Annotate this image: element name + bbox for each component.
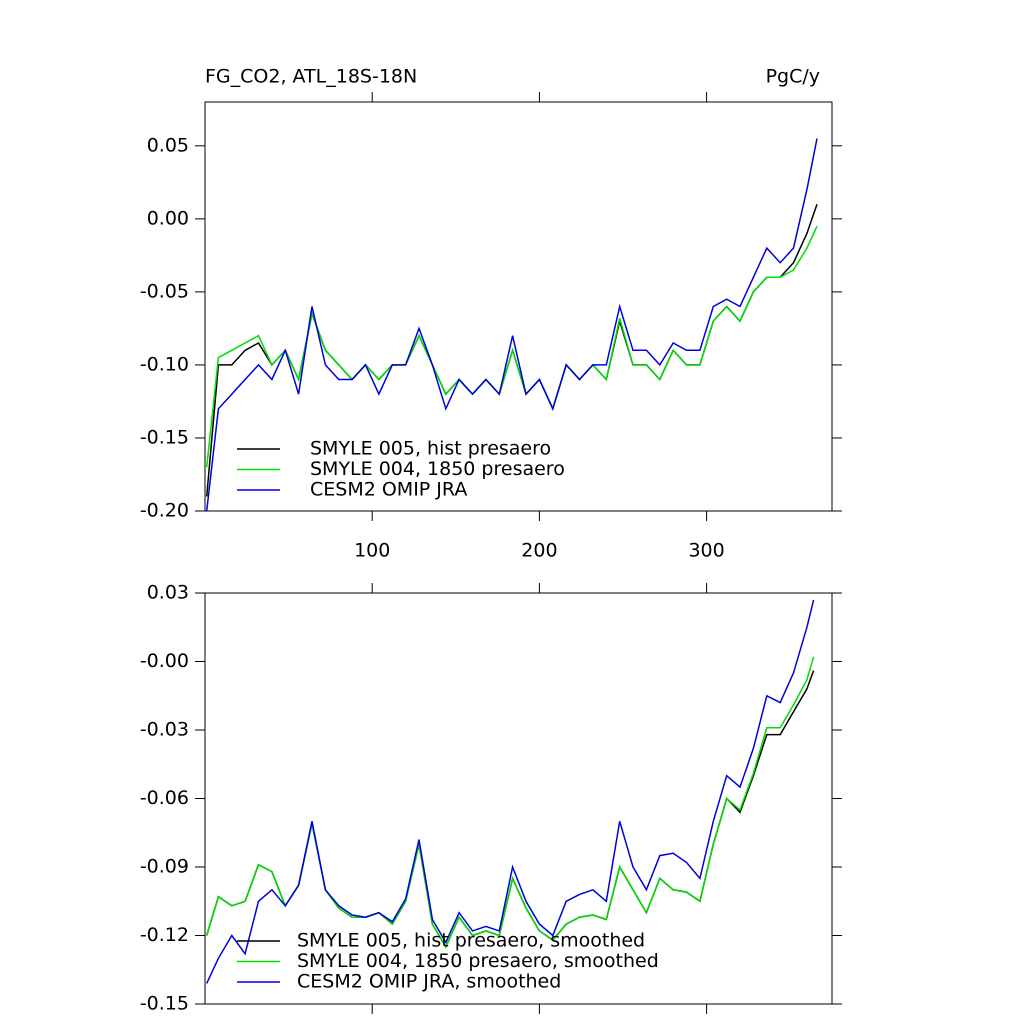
chart-title: FG_CO2, ATL_18S-18N (205, 66, 417, 88)
data-line (206, 599, 815, 984)
units-label: PgC/y (766, 66, 820, 88)
y-tick-label: 0.00 (147, 207, 189, 229)
y-tick-label: -0.00 (140, 650, 189, 672)
y-tick-label: 0.05 (147, 134, 189, 156)
y-tick-label: -0.09 (140, 856, 189, 878)
legend-label: SMYLE 005, hist presaero, smoothed (297, 930, 645, 952)
legend-label: SMYLE 004, 1850 presaero, smoothed (297, 950, 659, 972)
y-tick-label: -0.03 (140, 719, 189, 741)
x-tick-label: 100 (354, 540, 390, 562)
data-line (205, 138, 818, 512)
plot-frame (204, 101, 833, 512)
legend-label: SMYLE 005, hist presaero (310, 438, 551, 460)
y-tick-label: -0.20 (140, 500, 189, 522)
y-tick-label: -0.10 (140, 353, 189, 375)
legend-label: SMYLE 004, 1850 presaero (310, 458, 565, 480)
y-tick-label: 0.03 (147, 582, 189, 604)
y-tick-label: -0.15 (140, 426, 189, 448)
y-tick-label: -0.12 (140, 924, 189, 946)
y-tick-label: -0.15 (140, 993, 189, 1015)
y-tick-label: -0.06 (140, 787, 189, 809)
x-tick-label: 200 (521, 540, 557, 562)
y-tick-label: -0.05 (140, 280, 189, 302)
legend-label: CESM2 OMIP JRA (310, 479, 467, 501)
legend-label: CESM2 OMIP JRA, smoothed (297, 971, 561, 993)
x-tick-label: 300 (688, 540, 724, 562)
